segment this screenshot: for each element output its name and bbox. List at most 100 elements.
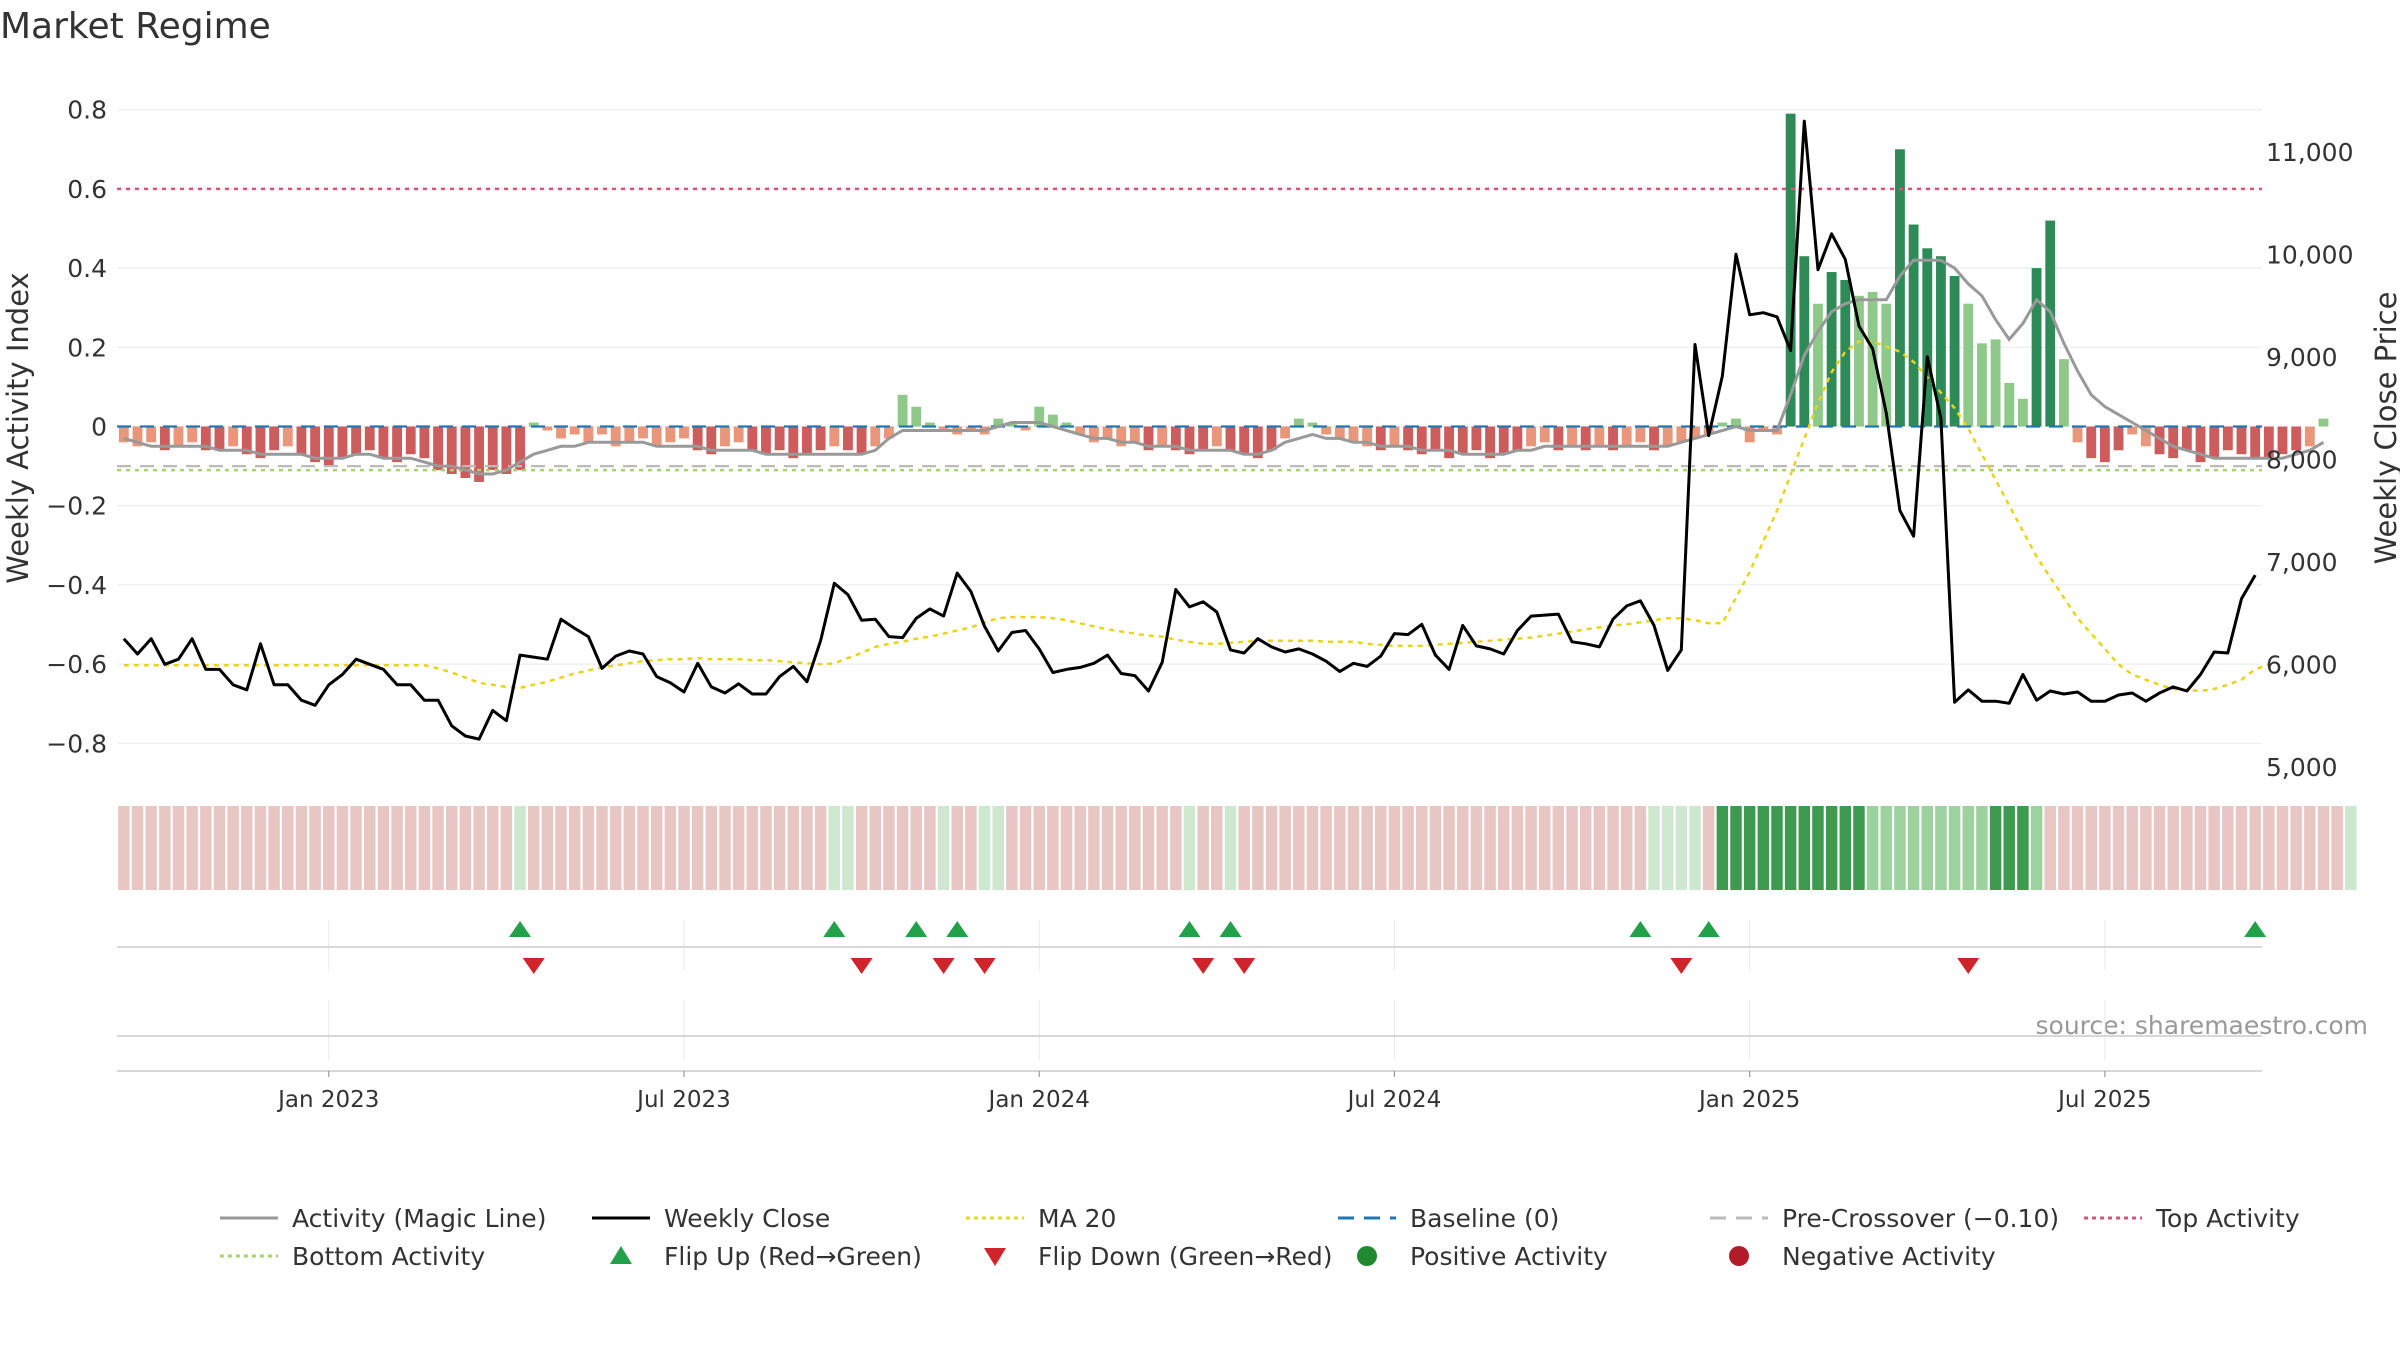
activity-bar — [1621, 426, 1632, 447]
regime-band-cell — [2112, 806, 2125, 890]
activity-bar — [1143, 426, 1154, 451]
y-tick-left: −0.6 — [46, 650, 107, 679]
legend-swatch — [1729, 1246, 1749, 1266]
activity-bar — [1184, 426, 1195, 455]
y-tick-right: 5,000 — [2266, 753, 2338, 782]
regime-band-cell — [869, 806, 882, 890]
x-tick-label: Jul 2025 — [2056, 1087, 2152, 1113]
regime-band-cell — [527, 806, 540, 890]
activity-bar — [2017, 398, 2028, 427]
activity-bar — [1116, 426, 1127, 447]
regime-band-cell — [186, 806, 198, 890]
regime-band-cell — [432, 806, 444, 890]
regime-band-cell — [896, 806, 909, 890]
regime-band-cell — [1771, 806, 1783, 890]
regime-band-cell — [1757, 806, 1770, 890]
flip-up-marker — [946, 921, 969, 937]
regime-band-cell — [1716, 806, 1729, 890]
regime-band-cell — [2194, 806, 2207, 890]
regime-band-cell — [486, 806, 499, 890]
activity-bar — [1717, 422, 1728, 427]
flip-up-marker — [1178, 921, 1201, 937]
activity-bar — [392, 426, 402, 463]
legend-label: Bottom Activity — [292, 1242, 485, 1271]
chart-title: Market Regime — [0, 6, 271, 47]
regime-band-cell — [1074, 806, 1086, 890]
flip-up-marker — [1629, 921, 1652, 937]
activity-bar — [1403, 426, 1414, 451]
activity-bar — [1075, 426, 1086, 435]
flip-down-marker — [1670, 958, 1693, 974]
activity-bar — [1047, 414, 1058, 427]
activity-bar — [870, 426, 881, 447]
regime-band-cell — [814, 806, 827, 890]
legend-swatch — [984, 1248, 1006, 1266]
regime-band-cell — [172, 806, 185, 890]
activity-bar — [460, 426, 471, 478]
activity-bar — [1990, 339, 2001, 427]
activity-bar — [364, 426, 375, 451]
regime-band-cell — [1675, 806, 1688, 890]
regime-band-cell — [1265, 806, 1278, 890]
activity-bar — [1375, 426, 1386, 451]
regime-band-cell — [801, 806, 813, 890]
activity-bar — [1444, 426, 1455, 459]
activity-bar — [146, 426, 157, 443]
regime-band-cell — [2099, 806, 2111, 890]
regime-band-cell — [1033, 806, 1045, 890]
regime-band-cell — [1634, 806, 1647, 890]
x-tick-label: Jul 2024 — [1346, 1087, 1442, 1113]
activity-bar — [542, 426, 553, 431]
activity-bar — [1006, 422, 1017, 427]
activity-bar — [1895, 149, 1905, 427]
activity-bar — [228, 426, 239, 447]
regime-band-cell — [760, 806, 772, 890]
activity-bar — [1635, 426, 1646, 443]
regime-band-cell — [883, 806, 895, 890]
regime-band-cell — [1812, 806, 1824, 890]
activity-bar — [501, 426, 512, 475]
regime-band-cell — [2317, 806, 2330, 890]
activity-bar — [419, 426, 430, 459]
legend-item: Top Activity — [2084, 1204, 2300, 1233]
flip-down-marker — [973, 958, 996, 974]
activity-bar — [706, 426, 717, 455]
x-tick-label: Jan 2023 — [276, 1087, 379, 1113]
legend-item: Pre-Crossover (−0.10) — [1710, 1204, 2059, 1233]
activity-bar — [624, 426, 635, 443]
regime-band-cell — [951, 806, 963, 890]
regime-band-cell — [514, 806, 526, 890]
regime-band-cell — [2030, 806, 2043, 890]
series-lines — [122, 119, 2325, 741]
activity-bar — [679, 426, 689, 439]
regime-band-cell — [2058, 806, 2070, 890]
activity-bar — [2304, 426, 2315, 447]
legend-item: Positive Activity — [1357, 1242, 1608, 1271]
activity-bar — [2031, 268, 2042, 427]
regime-band-cell — [323, 806, 335, 890]
flip-down-marker — [1192, 958, 1215, 974]
weekly-close-line — [122, 119, 2257, 741]
activity-bar — [200, 426, 211, 451]
regime-band-cell — [1798, 806, 1811, 890]
flip-down-marker — [1233, 958, 1256, 974]
regime-band-cell — [254, 806, 267, 890]
activity-bar — [1334, 426, 1345, 439]
regime-band-cell — [1661, 806, 1674, 890]
regime-band-cell — [1552, 806, 1565, 890]
regime-band-cell — [1293, 806, 1305, 890]
regime-band-cell — [1989, 806, 2002, 890]
activity-bar — [1690, 426, 1700, 439]
activity-bar — [747, 426, 758, 451]
activity-bar — [774, 426, 785, 451]
y-tick-right: 7,000 — [2266, 548, 2338, 577]
activity-bar — [597, 426, 607, 435]
activity-bar — [269, 426, 280, 451]
regime-band-cell — [787, 806, 800, 890]
activity-bar — [1963, 303, 1974, 427]
activity-bar — [1580, 426, 1591, 451]
regime-band-cell — [2017, 806, 2029, 890]
regime-band-cell — [2167, 806, 2179, 890]
regime-band-cell — [596, 806, 608, 890]
activity-bar — [2181, 426, 2192, 451]
